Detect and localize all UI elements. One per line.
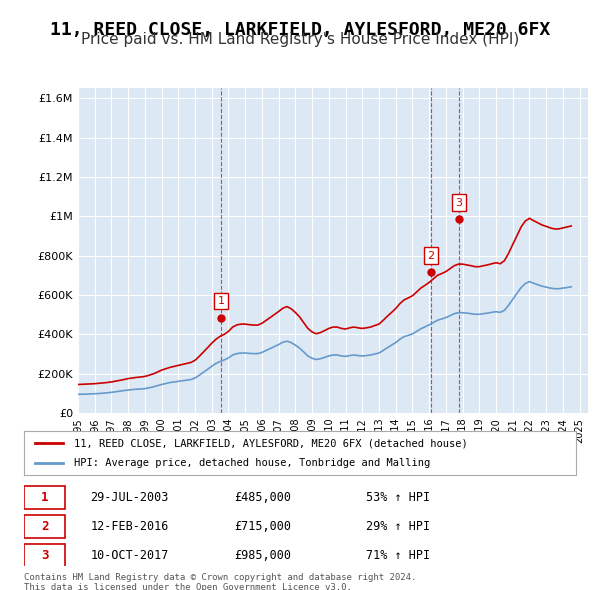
Text: £485,000: £485,000 (234, 491, 291, 504)
Text: 2: 2 (41, 520, 49, 533)
Text: This data is licensed under the Open Government Licence v3.0.: This data is licensed under the Open Gov… (24, 583, 352, 590)
Text: 1: 1 (218, 296, 225, 306)
Text: 3: 3 (41, 549, 49, 562)
Text: 11, REED CLOSE, LARKFIELD, AYLESFORD, ME20 6FX (detached house): 11, REED CLOSE, LARKFIELD, AYLESFORD, ME… (74, 438, 467, 448)
Text: 12-FEB-2016: 12-FEB-2016 (90, 520, 169, 533)
Text: Price paid vs. HM Land Registry's House Price Index (HPI): Price paid vs. HM Land Registry's House … (81, 32, 519, 47)
Text: 11, REED CLOSE, LARKFIELD, AYLESFORD, ME20 6FX: 11, REED CLOSE, LARKFIELD, AYLESFORD, ME… (50, 21, 550, 39)
Text: 29-JUL-2003: 29-JUL-2003 (90, 491, 169, 504)
Text: 3: 3 (455, 198, 462, 208)
FancyBboxPatch shape (24, 515, 65, 538)
Text: Contains HM Land Registry data © Crown copyright and database right 2024.: Contains HM Land Registry data © Crown c… (24, 573, 416, 582)
Text: £715,000: £715,000 (234, 520, 291, 533)
Text: 2: 2 (428, 251, 435, 261)
Text: 53% ↑ HPI: 53% ↑ HPI (366, 491, 430, 504)
FancyBboxPatch shape (24, 544, 65, 568)
FancyBboxPatch shape (24, 486, 65, 509)
Text: HPI: Average price, detached house, Tonbridge and Malling: HPI: Average price, detached house, Tonb… (74, 458, 430, 467)
Text: £985,000: £985,000 (234, 549, 291, 562)
Text: 1: 1 (41, 491, 49, 504)
Text: 29% ↑ HPI: 29% ↑ HPI (366, 520, 430, 533)
Text: 10-OCT-2017: 10-OCT-2017 (90, 549, 169, 562)
Text: 71% ↑ HPI: 71% ↑ HPI (366, 549, 430, 562)
